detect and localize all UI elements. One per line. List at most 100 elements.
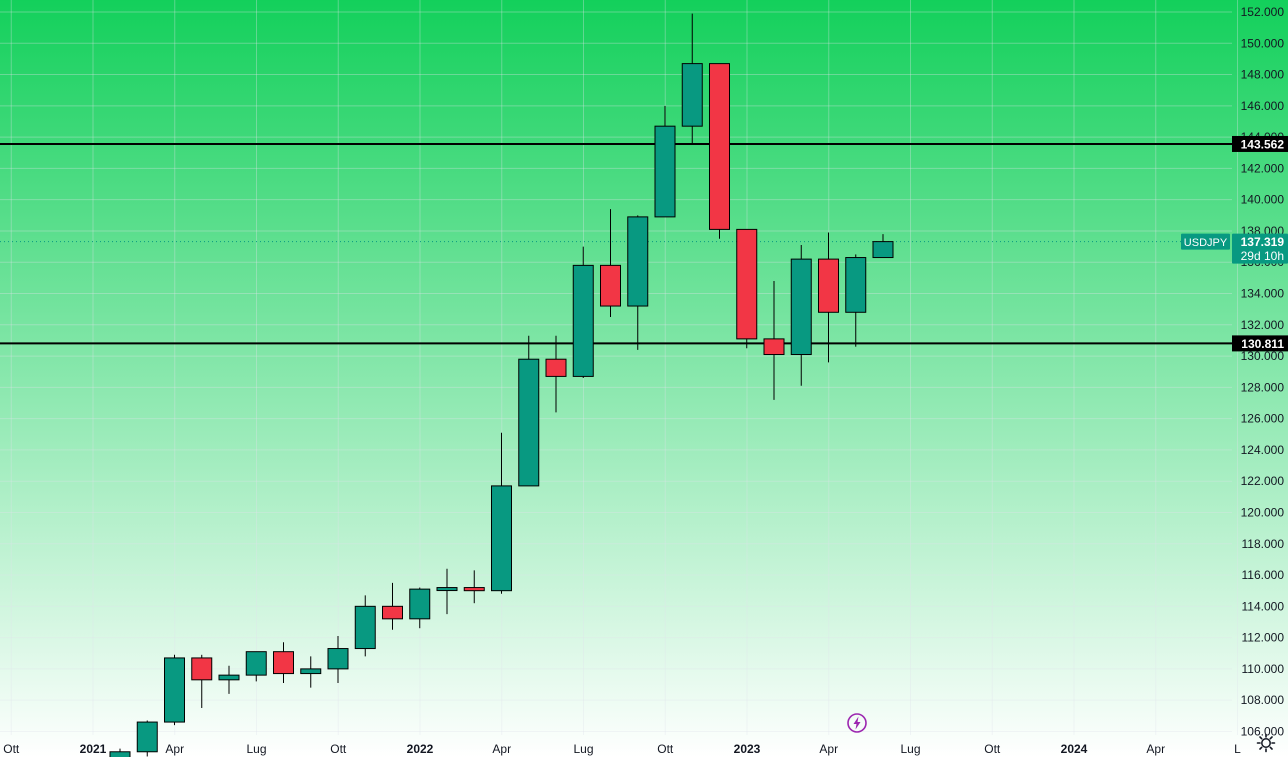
candle-body	[518, 358, 540, 487]
candle[interactable]	[818, 232, 839, 363]
symbol-badge	[1181, 233, 1230, 250]
candle[interactable]	[736, 228, 758, 349]
candle[interactable]	[763, 281, 785, 400]
time-tick-label: Ott	[3, 742, 20, 756]
candle-body	[136, 721, 158, 753]
candle-body	[572, 264, 594, 377]
price-tick-label: 146.000	[1241, 99, 1285, 113]
time-tick-label: 2022	[407, 742, 434, 756]
candle-body	[409, 588, 431, 620]
price-tick-label: 116.000	[1242, 568, 1285, 582]
price-tick-label: 128.000	[1241, 380, 1285, 394]
time-tick-label: Apr	[492, 742, 511, 756]
price-tick-label: 150.000	[1241, 36, 1285, 50]
candle-body	[845, 257, 867, 313]
horizontal-lines[interactable]	[0, 142, 1232, 345]
candle-body	[790, 258, 812, 356]
candle[interactable]	[436, 568, 458, 615]
candle[interactable]	[491, 432, 512, 594]
candle-body	[273, 651, 294, 675]
time-tick-label: 2023	[734, 742, 761, 756]
candle-body	[763, 338, 785, 356]
price-tick-label: 122.000	[1241, 474, 1285, 488]
candle[interactable]	[327, 636, 349, 683]
candle[interactable]	[654, 105, 676, 218]
gear-icon[interactable]	[1256, 733, 1276, 753]
price-tick-label: 148.000	[1241, 68, 1285, 82]
candle[interactable]	[627, 215, 649, 350]
candle[interactable]	[218, 665, 240, 694]
horizontal-line-price: 143.562	[1241, 137, 1285, 151]
candle-body	[109, 751, 131, 762]
candle[interactable]	[136, 720, 158, 757]
candle[interactable]	[681, 13, 703, 144]
price-tick-label: 106.000	[1241, 724, 1285, 738]
candle-body	[245, 651, 267, 676]
price-tick-label: 140.000	[1241, 193, 1285, 207]
time-tick-label: Apr	[1146, 742, 1165, 756]
candle[interactable]	[300, 656, 322, 688]
horizontal-line-badge	[1232, 335, 1288, 352]
time-tick-label: Ott	[984, 742, 1001, 756]
grid	[0, 0, 1238, 735]
time-tick-label: Lug	[246, 742, 266, 756]
candle[interactable]	[600, 209, 621, 317]
symbol-label: USDJPY	[1184, 237, 1228, 249]
price-tick-label: 118.000	[1242, 537, 1285, 551]
candle-body	[191, 657, 213, 681]
candle[interactable]	[245, 651, 267, 682]
candle[interactable]	[164, 654, 185, 726]
time-tick-label: Ott	[330, 742, 347, 756]
candle-body	[681, 63, 703, 127]
candle[interactable]	[545, 335, 567, 413]
time-tick-label: 2024	[1061, 742, 1088, 756]
lightning-icon[interactable]	[846, 712, 868, 734]
candle-body	[600, 264, 621, 307]
candle-body	[382, 605, 403, 620]
price-tick-label: 110.000	[1242, 662, 1285, 676]
price-tick-label: 114.000	[1242, 599, 1285, 613]
candle-body	[872, 241, 894, 259]
candle-body	[218, 674, 240, 681]
candle-body	[436, 587, 458, 592]
time-tick-label: L	[1234, 742, 1241, 756]
last-price-value: 137.319	[1241, 235, 1285, 249]
time-axis[interactable]: Ott 2021 Apr Lug Ott 2022 Apr Lug Ott 2023 Apr Lug O…	[3, 742, 1241, 756]
time-tick-label: Lug	[573, 742, 593, 756]
candle-body	[300, 668, 322, 675]
candle[interactable]	[572, 246, 594, 378]
price-tick-label: 134.000	[1241, 287, 1285, 301]
candle[interactable]	[790, 245, 812, 386]
candle-body	[327, 648, 349, 670]
candle[interactable]	[463, 570, 485, 604]
price-tick-label: 132.000	[1241, 318, 1285, 332]
price-tick-label: 126.000	[1241, 412, 1285, 426]
candle-body	[736, 228, 758, 340]
candle-body	[491, 485, 512, 592]
horizontal-line-badge	[1232, 135, 1288, 152]
price-tick-label: 120.000	[1241, 505, 1285, 519]
candle[interactable]	[273, 642, 294, 683]
candle[interactable]	[354, 595, 376, 657]
candle-body	[654, 125, 676, 218]
last-price-badge	[1232, 233, 1288, 264]
candle-body	[164, 657, 185, 723]
candle[interactable]	[409, 587, 431, 629]
candle[interactable]	[382, 582, 403, 630]
price-tick-label: 112.000	[1242, 631, 1285, 645]
candle-body	[545, 358, 567, 377]
candle[interactable]	[845, 254, 867, 347]
candle[interactable]	[872, 234, 894, 259]
time-tick-label: Ott	[657, 742, 674, 756]
candle[interactable]	[191, 654, 213, 708]
candle-body	[354, 605, 376, 650]
time-tick-label: Apr	[165, 742, 184, 756]
candle[interactable]	[518, 335, 540, 487]
bar-countdown: 29d 10h	[1241, 249, 1284, 263]
candle[interactable]	[709, 63, 730, 239]
candle-body	[818, 258, 839, 313]
horizontal-line-price: 130.811	[1241, 337, 1284, 351]
